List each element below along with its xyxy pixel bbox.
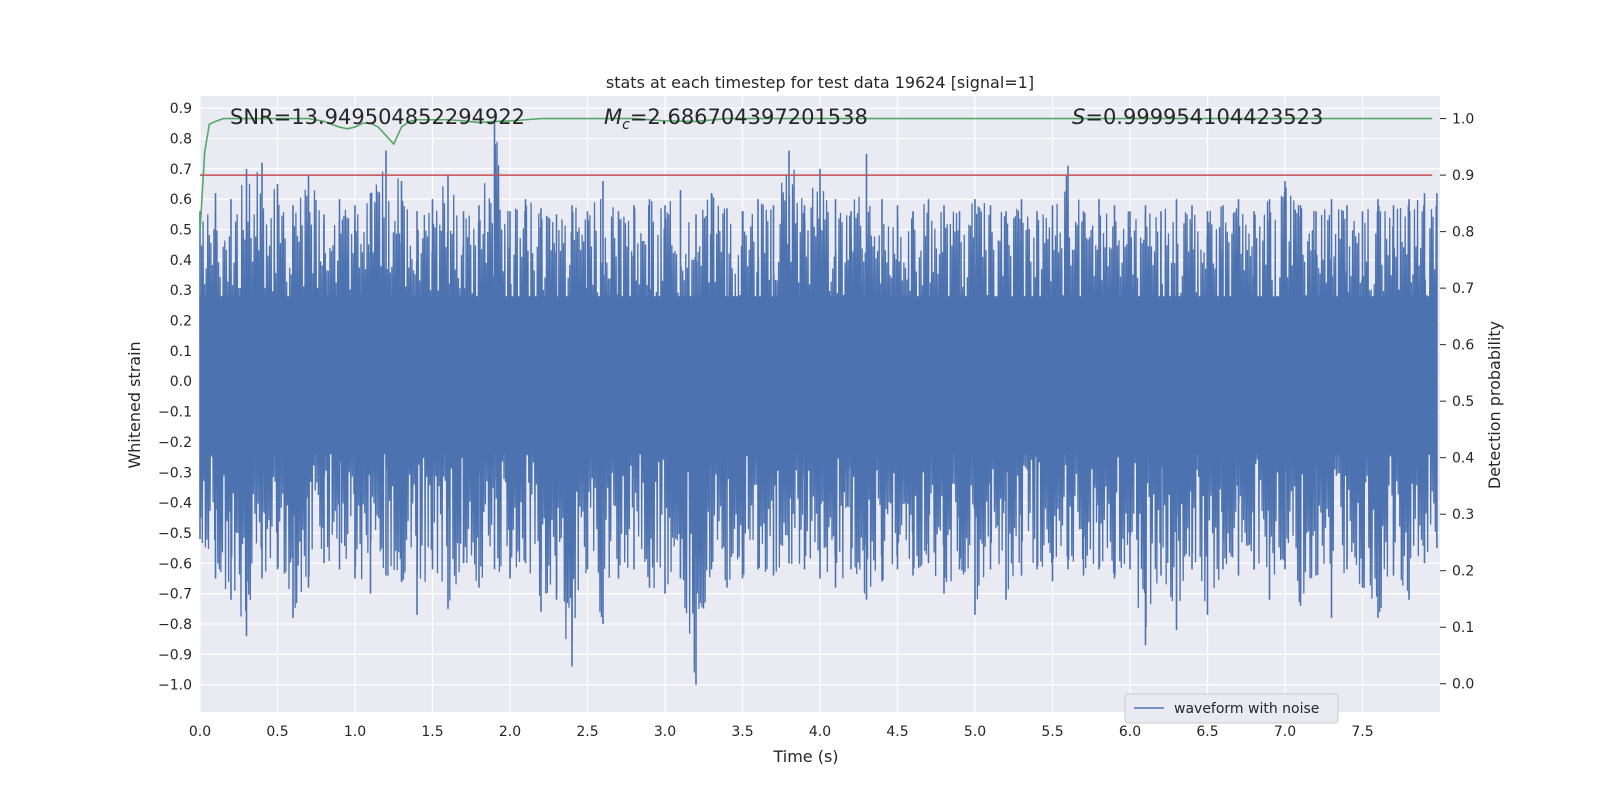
snr-annotation: SNR=13.949504852294922 — [230, 105, 525, 129]
y2-tick-label: 1.0 — [1452, 112, 1474, 128]
chirp-mass-annotation: Mc=2.686704397201538 — [604, 105, 868, 133]
detection-probability-line — [199, 117, 1433, 232]
y2-tick-label: 0.7 — [1452, 281, 1474, 297]
y-tick-label: −0.4 — [158, 496, 192, 512]
y2-tick-label: 0.2 — [1452, 564, 1474, 580]
y2-tick-label: 0.6 — [1452, 338, 1474, 354]
x-tick-label: 0.5 — [266, 724, 288, 740]
x-tick-label: 6.0 — [1119, 724, 1141, 740]
chirp-mass-value: =2.686704397201538 — [630, 105, 868, 129]
y2-tick-label: 0.9 — [1452, 168, 1474, 184]
x-tick-label: 4.5 — [886, 724, 908, 740]
y-tick-label: 0.6 — [170, 192, 192, 208]
y-tick-label: −0.9 — [158, 647, 192, 663]
y-tick-label: 0.0 — [170, 374, 192, 390]
legend-label-waveform: waveform with noise — [1174, 701, 1319, 717]
y-tick-label: 0.1 — [170, 344, 192, 360]
waveform-core-band — [200, 296, 1437, 455]
score-annotation: S=0.999954104423523 — [1072, 105, 1323, 129]
y2-tick-label: 0.3 — [1452, 507, 1474, 523]
x-axis-label: Time (s) — [772, 747, 838, 766]
x-tick-label: 2.0 — [499, 724, 521, 740]
x-tick-label: 5.0 — [964, 724, 986, 740]
y2-tick-label: 0.1 — [1452, 620, 1474, 636]
y-axis-ticks: 0.9 0.8 0.7 0.6 0.5 0.4 0.3 0.2 0.1 0.0 −0.1 −0.2 −0… — [158, 101, 192, 694]
y-tick-label: −0.8 — [158, 617, 192, 633]
chart-title: stats at each timestep for test data 196… — [606, 73, 1034, 92]
y2-tick-label: 0.0 — [1452, 677, 1474, 693]
x-tick-label: 7.5 — [1351, 724, 1373, 740]
y-tick-label: −0.1 — [158, 405, 192, 421]
x-tick-label: 7.0 — [1274, 724, 1296, 740]
x-tick-label: 2.5 — [576, 724, 598, 740]
score-value: =0.999954104423523 — [1085, 105, 1323, 129]
x-tick-label: 1.5 — [421, 724, 443, 740]
score-symbol: S — [1072, 105, 1085, 129]
x-axis-ticks: 0.0 0.5 1.0 1.5 2.0 2.5 3.0 3.5 4.0 4.5 5.0 5.5 6.0 6… — [189, 724, 1374, 740]
y-tick-label: 0.5 — [170, 223, 192, 239]
y-axis-label: Whitened strain — [125, 341, 144, 468]
x-tick-label: 1.0 — [344, 724, 366, 740]
x-tick-label: 6.5 — [1196, 724, 1218, 740]
y-tick-label: −0.2 — [158, 435, 192, 451]
y-tick-label: −0.3 — [158, 465, 192, 481]
x-tick-label: 5.5 — [1041, 724, 1063, 740]
y-tick-label: −0.7 — [158, 587, 192, 603]
y-tick-label: 0.9 — [170, 101, 192, 117]
x-tick-label: 3.0 — [654, 724, 676, 740]
waveform-with-noise-series — [199, 120, 1438, 685]
y2-axis-label: Detection probability — [1485, 321, 1504, 489]
y-tick-label: −0.6 — [158, 556, 192, 572]
legend-box — [1124, 693, 1339, 724]
y-tick-label: 0.4 — [170, 253, 192, 269]
y-tick-label: 0.2 — [170, 314, 192, 330]
y2-tick-label: 0.4 — [1452, 451, 1474, 467]
y2-tick-label: 0.5 — [1452, 394, 1474, 410]
x-tick-label: 3.5 — [731, 724, 753, 740]
legend: waveform with noise — [1124, 693, 1339, 724]
y-tick-label: −1.0 — [158, 678, 192, 694]
y2-tick-label: 0.8 — [1452, 225, 1474, 241]
chirp-mass-symbol: M — [604, 105, 622, 129]
x-tick-label: 4.0 — [809, 724, 831, 740]
y-tick-label: 0.3 — [170, 283, 192, 299]
y-tick-label: 0.8 — [170, 131, 192, 147]
chirp-mass-subscript: c — [622, 117, 630, 133]
y2-axis-ticks: 1.0 0.9 0.8 0.7 0.6 0.5 0.4 0.3 0.2 0.1 0.0 — [1440, 112, 1474, 693]
y-tick-label: 0.7 — [170, 162, 192, 178]
y-tick-label: −0.5 — [158, 526, 192, 542]
x-tick-label: 0.0 — [189, 724, 211, 740]
detection-probability-layer — [199, 117, 1433, 232]
